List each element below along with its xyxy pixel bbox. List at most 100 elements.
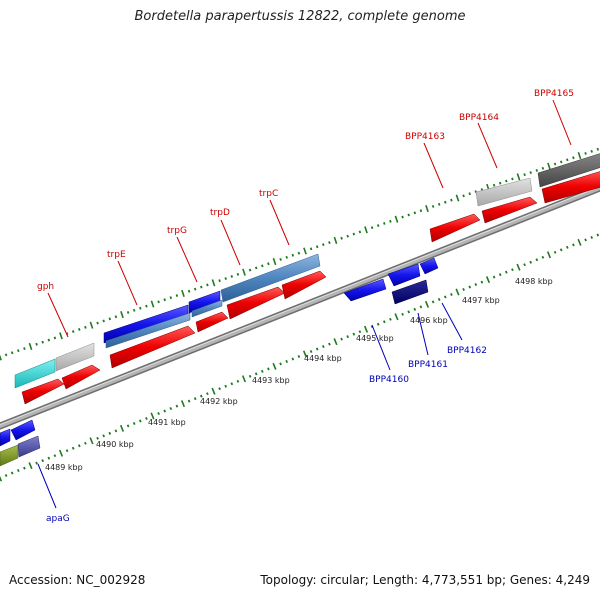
- gene-label-trpD[interactable]: trpD: [210, 208, 230, 218]
- gene-label-trpC[interactable]: trpC: [259, 189, 278, 199]
- scale-major-tick: [119, 424, 125, 432]
- scale-minor-tick: [53, 336, 57, 340]
- scale-minor-tick: [340, 236, 343, 240]
- scale-minor-tick: [565, 245, 569, 249]
- gene-label-BPP4164[interactable]: BPP4164: [459, 113, 499, 123]
- label-leader-line: [220, 219, 241, 266]
- scale-minor-tick: [35, 461, 38, 465]
- gene-label-BPP4163[interactable]: BPP4163: [405, 132, 445, 142]
- trpC-arrow[interactable]: [281, 270, 327, 300]
- scale-major-tick: [485, 276, 491, 284]
- scale-minor-tick: [16, 469, 20, 473]
- label-leader-line: [417, 312, 429, 356]
- scale-minor-tick: [17, 349, 20, 353]
- gene-label-BPP4165[interactable]: BPP4165: [534, 89, 574, 99]
- apaG-feature[interactable]: [17, 435, 41, 458]
- scale-minor-tick: [260, 369, 264, 373]
- scale-minor-tick: [47, 456, 51, 460]
- scale-minor-tick: [498, 181, 502, 185]
- gene-label-trpE[interactable]: trpE: [107, 250, 126, 260]
- scale-minor-tick: [114, 429, 118, 433]
- gene-feature[interactable]: [14, 358, 56, 389]
- trpD-trpC-feature[interactable]: [220, 253, 321, 303]
- BPP4164-feature[interactable]: [475, 177, 533, 207]
- scale-minor-tick: [450, 293, 453, 296]
- BPP4163-arrow[interactable]: [429, 213, 481, 243]
- label-leader-line: [37, 463, 57, 509]
- scale-major-tick: [516, 263, 521, 271]
- scale-minor-tick: [193, 287, 197, 291]
- BPP4164-arrow[interactable]: [481, 196, 538, 224]
- scale-minor-tick: [584, 238, 587, 242]
- scale-minor-tick: [584, 152, 587, 155]
- scale-minor-tick: [444, 200, 447, 204]
- label-leader-line: [117, 260, 138, 306]
- scale-minor-tick: [596, 233, 600, 237]
- scale-minor-tick: [370, 226, 374, 230]
- scale-minor-tick: [511, 177, 514, 181]
- gene-label-apaG[interactable]: apaG: [46, 514, 70, 524]
- gene-label-BPP4161[interactable]: BPP4161: [408, 360, 448, 370]
- gph-feature[interactable]: [55, 342, 95, 372]
- gene-label-BPP4160[interactable]: BPP4160: [369, 375, 409, 385]
- forward-gene-labels: gph trpE trpG trpD trpC BPP4163 BPP4164 …: [37, 89, 574, 338]
- gene-arrow[interactable]: [10, 419, 36, 441]
- label-leader-line: [441, 302, 463, 341]
- BPP4162-arrow[interactable]: [419, 257, 439, 275]
- scale-minor-tick: [553, 250, 557, 254]
- scale-minor-tick: [315, 245, 319, 249]
- scale-major-tick: [363, 325, 369, 333]
- scale-major-tick: [333, 236, 338, 244]
- scale-minor-tick: [23, 466, 26, 470]
- BPP4165-feature[interactable]: [537, 152, 600, 188]
- scale-major-tick: [547, 162, 551, 170]
- trpG-feature-secondary[interactable]: [191, 299, 223, 318]
- scale-major-tick: [455, 288, 460, 296]
- label-leader-line: [47, 292, 69, 338]
- scale-label: 4493 kbp: [252, 376, 290, 385]
- gene-label-trpG[interactable]: trpG: [167, 226, 187, 236]
- scale-minor-tick: [297, 355, 301, 358]
- scale-minor-tick: [163, 298, 166, 302]
- map-title: Bordetella parapertussis 12822, complete…: [134, 9, 466, 24]
- BPP4165-arrow[interactable]: [541, 170, 600, 204]
- scale-minor-tick: [321, 345, 325, 349]
- gene-feature[interactable]: [0, 444, 19, 467]
- trpE-feature-secondary[interactable]: [105, 312, 191, 349]
- scale-minor-tick: [492, 183, 496, 187]
- gene-label-gph[interactable]: gph: [37, 282, 54, 292]
- scale-minor-tick: [254, 372, 258, 376]
- scale-minor-tick: [328, 241, 331, 244]
- scale-minor-tick: [230, 382, 234, 386]
- scale-minor-tick: [529, 260, 533, 264]
- scale-major-tick: [272, 258, 277, 266]
- trpE-arrow[interactable]: [109, 325, 196, 369]
- scale-minor-tick: [431, 205, 435, 208]
- BPP4161-arrow[interactable]: [387, 263, 421, 287]
- scale-minor-tick: [468, 192, 471, 196]
- scale-minor-tick: [462, 288, 465, 291]
- reverse-tick-track: [0, 233, 600, 482]
- scale-minor-tick: [504, 270, 508, 274]
- scale-major-tick: [0, 354, 2, 361]
- trpG-arrow[interactable]: [195, 311, 229, 333]
- scale-major-tick: [58, 449, 64, 457]
- scale-major-tick: [394, 313, 399, 321]
- label-leader-line: [176, 236, 198, 283]
- scale-minor-tick: [248, 268, 252, 272]
- scale-minor-tick: [322, 243, 325, 247]
- scale-major-tick: [364, 226, 368, 234]
- label-leader-line: [269, 199, 290, 246]
- label-leader-line: [423, 142, 444, 189]
- gene-label-BPP4162[interactable]: BPP4162: [447, 346, 487, 356]
- BPP4161-feature[interactable]: [391, 279, 429, 305]
- scale-minor-tick: [267, 367, 270, 371]
- BPP4160-arrow[interactable]: [343, 278, 387, 302]
- gene-arrow[interactable]: [0, 428, 11, 447]
- scale-minor-tick: [383, 222, 386, 225]
- scale-minor-tick: [114, 315, 118, 319]
- gene-arrow[interactable]: [61, 364, 101, 390]
- scale-label: 4495 kbp: [356, 334, 394, 343]
